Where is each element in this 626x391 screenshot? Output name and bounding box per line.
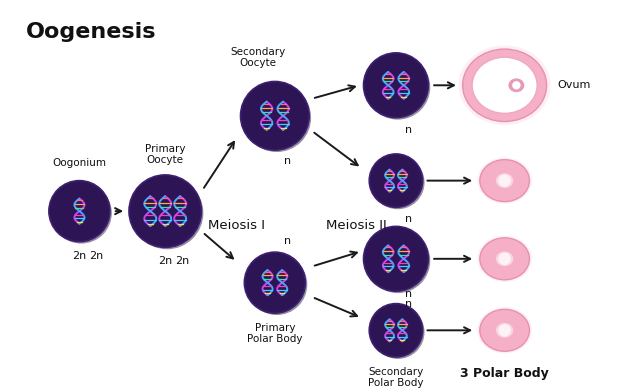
Text: n: n — [406, 126, 413, 135]
Ellipse shape — [364, 226, 428, 291]
Ellipse shape — [480, 238, 530, 280]
Ellipse shape — [369, 154, 423, 207]
Text: Ovum: Ovum — [557, 80, 590, 90]
Text: Secondary
Polar Body: Secondary Polar Body — [368, 366, 424, 388]
Ellipse shape — [480, 309, 530, 351]
Ellipse shape — [131, 177, 203, 249]
Text: n: n — [406, 214, 413, 224]
Text: Meiosis I: Meiosis I — [208, 219, 265, 232]
Ellipse shape — [129, 175, 202, 248]
Ellipse shape — [366, 228, 430, 293]
Ellipse shape — [49, 181, 110, 242]
Ellipse shape — [458, 45, 551, 125]
Ellipse shape — [246, 254, 307, 315]
Ellipse shape — [242, 83, 311, 152]
Circle shape — [498, 324, 511, 337]
Circle shape — [498, 253, 511, 265]
Ellipse shape — [371, 156, 424, 209]
Text: Secondary
Oocyte: Secondary Oocyte — [230, 47, 285, 68]
Text: Primary
Oocyte: Primary Oocyte — [145, 144, 185, 165]
Text: 2n: 2n — [72, 251, 86, 261]
Ellipse shape — [472, 57, 537, 113]
Ellipse shape — [463, 49, 546, 122]
Ellipse shape — [364, 53, 428, 118]
Ellipse shape — [478, 307, 532, 353]
Text: n: n — [284, 237, 292, 246]
Ellipse shape — [240, 81, 309, 150]
Ellipse shape — [480, 160, 530, 202]
Ellipse shape — [496, 323, 513, 338]
Text: n: n — [406, 299, 413, 309]
Text: 2n: 2n — [175, 256, 189, 266]
Ellipse shape — [369, 304, 423, 357]
Circle shape — [512, 81, 521, 90]
Ellipse shape — [371, 305, 424, 359]
Text: n: n — [284, 156, 292, 166]
Text: 2n: 2n — [89, 251, 103, 261]
Circle shape — [498, 174, 511, 187]
Text: 3 Polar Body: 3 Polar Body — [460, 366, 549, 380]
Text: Primary
Polar Body: Primary Polar Body — [247, 323, 302, 344]
Ellipse shape — [508, 79, 525, 92]
Ellipse shape — [496, 173, 513, 188]
Ellipse shape — [496, 251, 513, 266]
Ellipse shape — [366, 55, 430, 120]
Text: Oogenesis: Oogenesis — [26, 22, 156, 42]
Ellipse shape — [478, 158, 532, 204]
Ellipse shape — [478, 236, 532, 282]
Ellipse shape — [244, 252, 305, 313]
Text: Oogonium: Oogonium — [53, 158, 106, 168]
Ellipse shape — [51, 183, 112, 244]
Text: n: n — [406, 289, 413, 299]
Text: 2n: 2n — [158, 256, 172, 266]
Text: Meiosis II: Meiosis II — [326, 219, 386, 232]
